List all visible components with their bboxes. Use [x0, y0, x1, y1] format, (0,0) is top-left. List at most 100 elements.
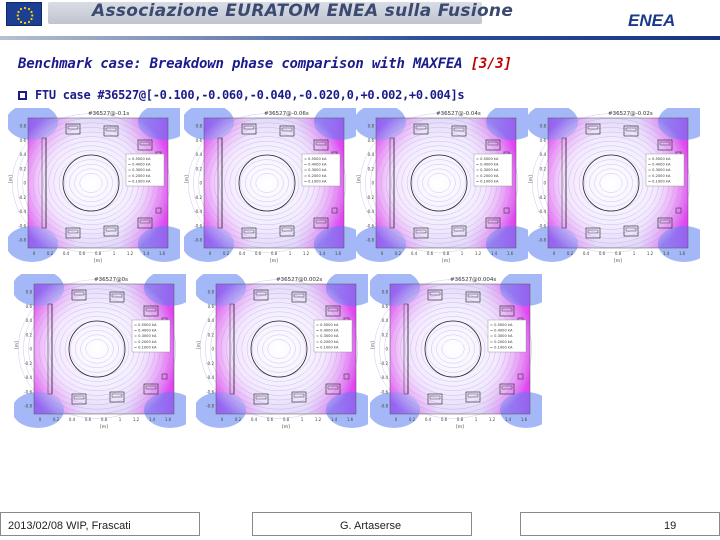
x-tick-label: 0.4	[411, 251, 418, 256]
x-tick-label: 1.2	[489, 417, 496, 422]
coil-winding	[327, 385, 339, 390]
x-tick-label: 0.4	[583, 251, 590, 256]
legend-box	[125, 153, 165, 187]
y-tick-label: 0.6	[26, 304, 33, 309]
contour-line	[245, 164, 289, 202]
plot-panel: #36527@0s = 0.5000 kA = 0.4000 kA = 0.3000 …	[14, 274, 186, 436]
y-tick-label: 0.2	[20, 166, 27, 171]
contour-line	[200, 279, 358, 419]
coil-winding	[73, 395, 85, 400]
contour-line	[412, 159, 466, 207]
legend-box	[313, 319, 353, 353]
coil-box	[241, 227, 257, 239]
footer-page-box	[520, 512, 720, 536]
coil-winding	[625, 227, 637, 232]
y-tick-label: 0.6	[208, 304, 215, 309]
y-axis-label: [m]	[370, 341, 376, 349]
x-tick-label: 0.2	[235, 417, 242, 422]
x-axis-label: [m]	[614, 258, 622, 264]
coil-winding	[453, 127, 465, 132]
legend-entry: = 0.3000 kA	[134, 334, 157, 338]
y-tick-label: -0.6	[206, 389, 214, 394]
legend-entry: = 0.1000 kA	[304, 179, 327, 183]
legend-entry: = 0.3000 kA	[128, 168, 151, 172]
x-tick-label: 1.2	[475, 251, 482, 256]
contour-line	[70, 325, 124, 373]
coil-winding	[327, 307, 339, 312]
probe-box	[517, 373, 524, 380]
contour-line	[360, 113, 518, 253]
x-axis-label: [m]	[282, 424, 290, 430]
contour-line	[255, 173, 279, 193]
plot-title: #36527@-0.02s	[608, 111, 653, 117]
x-tick-label: 0.2	[395, 251, 402, 256]
plot-title: #36527@0s	[94, 277, 128, 283]
coil-box	[623, 225, 639, 237]
header-banner: Associazione EURATOM ENEA sulla Fusione …	[0, 0, 720, 44]
legend-entry: = 0.5000 kA	[648, 157, 671, 161]
x-tick-label: 1.4	[143, 251, 150, 256]
x-tick-label: 0.2	[223, 251, 230, 256]
coil-winding	[659, 141, 671, 146]
contour-line	[257, 330, 301, 368]
probe-box	[161, 373, 168, 380]
legend-entry: = 0.5000 kA	[304, 157, 327, 161]
field-map-svg: #36527@-0.06s = 0.5000 kA = 0.4000 kA= 0.3…	[184, 108, 356, 264]
y-axis-label: [m]	[196, 341, 202, 349]
legend-entry: = 0.3000 kA	[490, 334, 513, 338]
contour-line	[426, 325, 480, 373]
coil-box	[465, 391, 481, 403]
coil-box	[427, 393, 443, 405]
solenoid-frame	[47, 303, 53, 395]
x-tick-label: 1.6	[347, 417, 354, 422]
legend-entry: = 0.3000 kA	[304, 168, 327, 172]
coil-box	[485, 217, 501, 229]
svg-text:ENEA: ENEA	[628, 11, 675, 30]
contour-line	[18, 279, 176, 419]
x-tick-label: 1.6	[335, 251, 342, 256]
footer-page-number: 19	[664, 520, 677, 532]
coil-winding	[625, 127, 637, 132]
legend-entry: = 0.5000 kA	[476, 157, 499, 161]
probe-box	[155, 207, 162, 214]
x-tick-label: 1	[301, 417, 304, 422]
coil-box	[137, 139, 153, 151]
coil-winding	[415, 229, 427, 234]
coil-winding	[243, 229, 255, 234]
contour-line	[441, 339, 465, 359]
y-tick-label: 0.4	[196, 152, 203, 157]
y-tick-label: 0.8	[540, 124, 547, 129]
x-axis-label: [m]	[100, 424, 108, 430]
legend-entry: = 0.4000 kA	[476, 163, 499, 167]
legend-entry: = 0.4000 kA	[304, 163, 327, 167]
legend-box	[301, 153, 341, 187]
x-tick-label: 1.4	[491, 251, 498, 256]
y-tick-label: 0.2	[26, 332, 33, 337]
y-tick-label: -0.4	[366, 209, 374, 214]
contour-line	[436, 334, 470, 364]
y-tick-label: -0.2	[24, 361, 32, 366]
legend-entry: = 0.2000 kA	[476, 174, 499, 178]
x-tick-label: 0	[381, 251, 384, 256]
x-tick-label: 0	[33, 251, 36, 256]
y-axis-label: [m]	[184, 175, 190, 183]
y-tick-label: -0.8	[24, 404, 32, 409]
x-tick-label: 0.4	[251, 417, 258, 422]
x-tick-label: 1.6	[165, 417, 172, 422]
coil-box	[103, 225, 119, 237]
probe-box	[675, 207, 682, 214]
field-map-svg: #36527@0.002s = 0.5000 kA = 0.4000 kA= 0.3…	[196, 274, 368, 430]
legend-entry: = 0.1000 kA	[134, 345, 157, 349]
x-tick-label: 1.6	[507, 251, 514, 256]
field-map-svg: #36527@-0.02s = 0.5000 kA = 0.4000 kA= 0.3…	[528, 108, 700, 264]
coil-winding	[281, 227, 293, 232]
coil-winding	[467, 293, 479, 298]
coil-box	[465, 291, 481, 303]
coil-box	[499, 383, 515, 395]
y-axis-label: [m]	[8, 175, 14, 183]
banner-title: Associazione EURATOM ENEA sulla Fusione	[92, 1, 514, 21]
footer-author: G. Artaserse	[340, 520, 402, 532]
x-tick-label: 0	[395, 417, 398, 422]
y-tick-label: 0	[371, 181, 374, 186]
coil-winding	[111, 393, 123, 398]
